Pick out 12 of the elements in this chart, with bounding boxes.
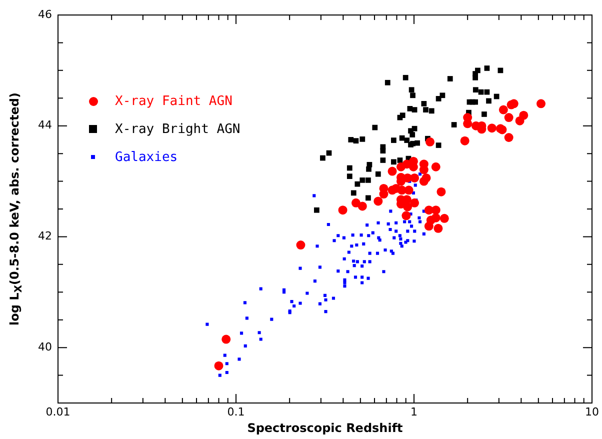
x-tick-label: 0.01 bbox=[46, 405, 70, 418]
y-tick-label: 44 bbox=[38, 118, 52, 132]
y-tick-label: 42 bbox=[38, 230, 52, 243]
y-tick-label: 46 bbox=[38, 8, 52, 21]
x-tick-label: 0.1 bbox=[227, 405, 245, 418]
x-tick-label: 10 bbox=[585, 405, 599, 418]
x-tick-label: 1 bbox=[410, 405, 418, 418]
legend-label: Galaxies bbox=[115, 150, 178, 164]
legend-label: X-ray Bright AGN bbox=[115, 122, 240, 136]
legend-label: X-ray Faint AGN bbox=[115, 94, 232, 108]
y-tick-label: 40 bbox=[38, 340, 52, 354]
x-axis-title: Spectroscopic Redshift bbox=[246, 421, 404, 435]
